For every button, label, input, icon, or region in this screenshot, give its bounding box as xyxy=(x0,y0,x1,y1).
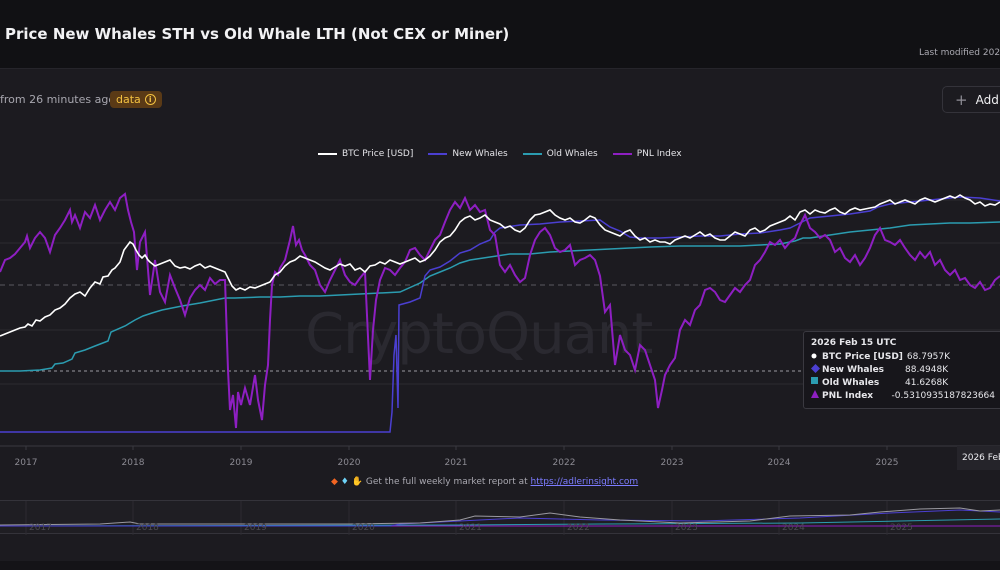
watermark: CryptoQuant xyxy=(305,302,653,367)
diamond-icon xyxy=(811,363,820,376)
range-navigator[interactable] xyxy=(0,500,1000,535)
series-btc-price xyxy=(0,194,1000,337)
info-icon[interactable]: i xyxy=(144,94,156,105)
legend-swatch xyxy=(522,153,542,155)
page-header: Price New Whales STH vs Old Whale LTH (N… xyxy=(0,0,1000,69)
x-axis-label: 2024 xyxy=(767,458,791,468)
series-pnl-index xyxy=(0,192,1000,429)
diamond-orange-icon: ◆ xyxy=(331,477,338,487)
x-axis-label: 2020 xyxy=(337,458,361,468)
tooltip-series-name: PNL Index xyxy=(822,390,874,401)
navigator-label: 2024 xyxy=(782,523,805,533)
x-axis-label: 2021 xyxy=(444,458,468,468)
footer-strip xyxy=(0,561,1000,570)
tooltip-row: PNL Index -0.5310935187823664 xyxy=(811,389,995,402)
navigator-label: 2018 xyxy=(136,523,159,533)
tooltip-row: BTC Price [USD] 68.7957K xyxy=(811,350,995,363)
x-axis-label: 2022 xyxy=(552,458,576,468)
legend-item-btc-price[interactable]: BTC Price [USD] xyxy=(318,149,413,159)
last-modified: Last modified 2024 xyxy=(919,48,1000,58)
navigator-label: 2022 xyxy=(567,523,590,533)
x-axis-label: 2018 xyxy=(121,458,145,468)
tooltip-series-value: 88.4948K xyxy=(905,364,949,375)
data-badge-label: data xyxy=(116,93,141,106)
square-icon xyxy=(811,377,819,388)
series-new-whales xyxy=(0,196,1000,433)
gem-icon: ♦ xyxy=(340,477,349,487)
tooltip-series-name: New Whales xyxy=(822,364,885,375)
gridlines xyxy=(0,199,1000,447)
chart-legend: BTC Price [USD] New Whales Old Whales PN… xyxy=(318,149,682,159)
navigator-label: 2025 xyxy=(890,523,913,533)
tooltip-series-value: 68.7957K xyxy=(906,351,951,362)
tooltip-series-value: -0.5310935187823664 xyxy=(891,390,995,401)
data-badge[interactable]: data i xyxy=(110,91,162,108)
crosshair-date-label: 2026 Feb xyxy=(957,446,1000,470)
chart-title: Price New Whales STH vs Old Whale LTH (N… xyxy=(5,25,510,43)
navigator-label: 2019 xyxy=(244,523,267,533)
x-axis-label: 2025 xyxy=(875,458,899,468)
tooltip-series-name: Old Whales xyxy=(822,377,880,388)
triangle-icon xyxy=(811,390,819,401)
x-axis-label: 2019 xyxy=(229,458,253,468)
legend-item-pnl-index[interactable]: PNL Index xyxy=(612,149,682,159)
navigator-label: 2021 xyxy=(459,523,482,533)
add-button-label: Add t xyxy=(975,92,1000,107)
navigator-preview xyxy=(0,501,1000,535)
promo-text: Get the full weekly market report at xyxy=(365,477,528,487)
tooltip-series-name: BTC Price [USD] xyxy=(822,351,903,362)
add-button[interactable]: + Add t xyxy=(942,86,1000,113)
tooltip-row: New Whales 88.4948K xyxy=(811,363,995,376)
legend-label: PNL Index xyxy=(636,149,682,159)
legend-swatch xyxy=(318,153,337,155)
chart-tooltip: 2026 Feb 15 UTC BTC Price [USD] 68.7957K… xyxy=(803,331,1000,409)
updated-time: from 26 minutes ago xyxy=(0,93,116,106)
legend-label: BTC Price [USD] xyxy=(342,149,414,159)
dot-icon xyxy=(811,352,819,362)
x-axis-label: 2017 xyxy=(14,458,38,468)
promo-banner: ◆ ♦ ✋ Get the full weekly market report … xyxy=(331,477,638,487)
x-axis-label: 2023 xyxy=(660,458,684,468)
legend-item-new-whales[interactable]: New Whales xyxy=(428,149,508,159)
legend-swatch xyxy=(428,153,448,155)
chart-plot-area[interactable] xyxy=(0,180,1000,450)
tooltip-series-value: 41.6268K xyxy=(905,377,949,388)
plus-icon: + xyxy=(955,90,968,109)
legend-item-old-whales[interactable]: Old Whales xyxy=(522,149,598,159)
navigator-label: 2020 xyxy=(352,523,375,533)
navigator-label: 2023 xyxy=(675,523,698,533)
navigator-label: 2017 xyxy=(29,523,52,533)
tooltip-date: 2026 Feb 15 UTC xyxy=(811,338,897,348)
series-old-whales xyxy=(0,221,1000,372)
promo-link[interactable]: https://adlerinsight.com xyxy=(530,477,639,487)
legend-swatch xyxy=(612,153,632,155)
tooltip-row: Old Whales 41.6268K xyxy=(811,376,995,389)
legend-label: New Whales xyxy=(452,149,508,159)
raised-hands-icon: ✋ xyxy=(351,477,363,487)
legend-label: Old Whales xyxy=(546,149,598,159)
